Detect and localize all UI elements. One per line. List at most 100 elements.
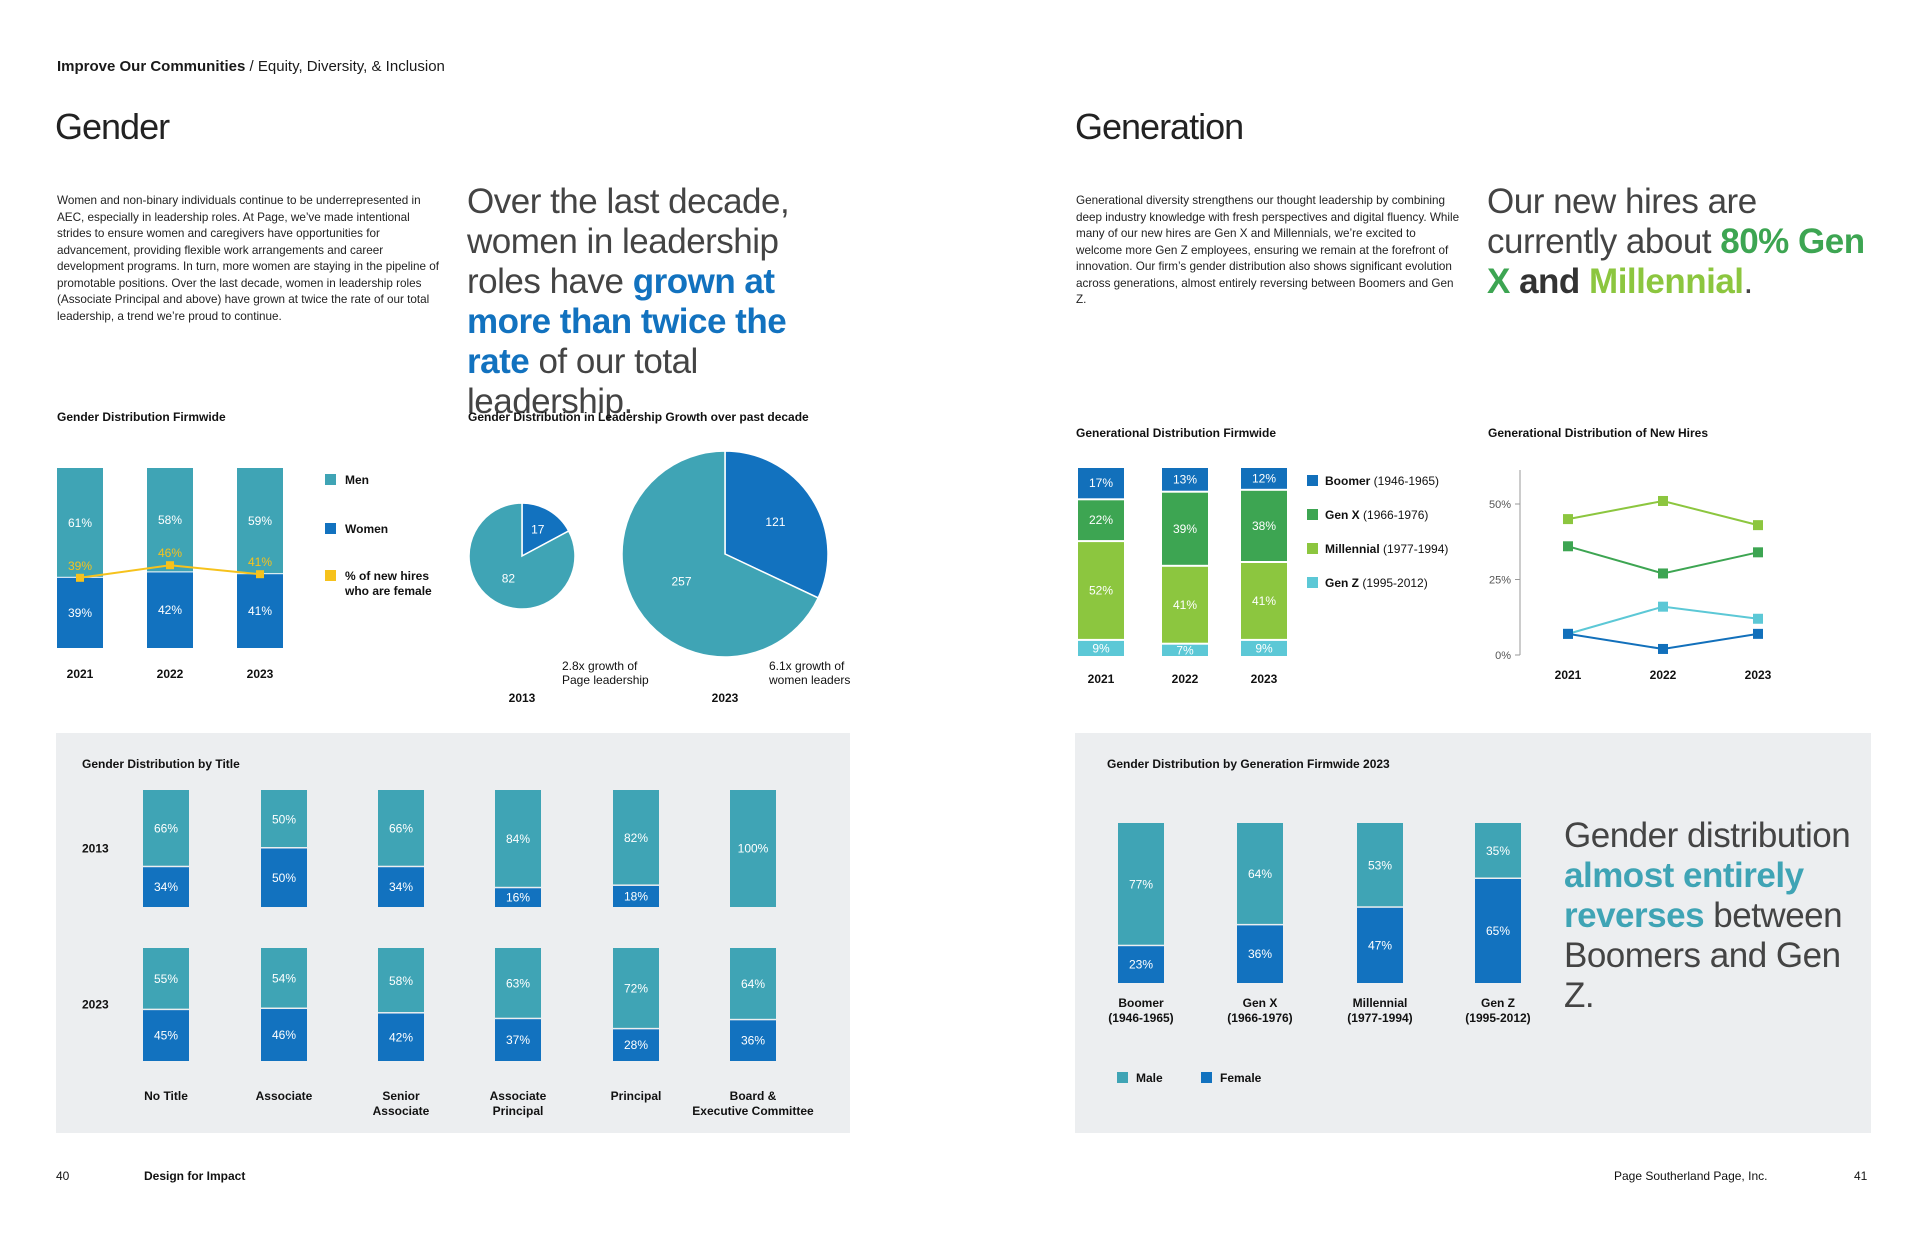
- breadcrumb-section: Improve Our Communities: [57, 58, 246, 75]
- men-bar: [261, 948, 307, 1008]
- genx-point: [1563, 541, 1573, 552]
- genz-point: [1658, 601, 1668, 612]
- category-label: No Title: [144, 1089, 188, 1103]
- women-value-label: 50%: [272, 871, 296, 885]
- category-label: Associate: [373, 1104, 430, 1118]
- men-value-label: 63%: [506, 977, 530, 991]
- gender-by-generation-chart: 77% 23% Boomer(1946-1965) 64% 36% Gen X(1966-…: [1108, 823, 1531, 1085]
- pie-year-label: 2013: [509, 691, 536, 705]
- women-value-label: 42%: [389, 1030, 413, 1044]
- legend-men-label: Men: [345, 473, 369, 487]
- female-bar: [1237, 925, 1283, 983]
- men-bar: [57, 468, 103, 577]
- women-bar: [495, 1019, 541, 1061]
- men-slice: [468, 502, 576, 610]
- gender-firmwide-chart: 61% 39% 2021 58% 42% 2022 59% 41% 2023 39% 46% 41% M…: [57, 468, 432, 681]
- genz-value-label: 9%: [1255, 641, 1273, 655]
- men-slice-label: 82: [502, 572, 516, 586]
- generation-body-text: Generational diversity strengthens our t…: [1076, 194, 1460, 306]
- women-bar: [613, 885, 659, 907]
- gender-pull-highlight: grown at more than twice the rate: [467, 262, 787, 381]
- gen-new-hires-chart: 0% 25% 50% 2021 2022 2023: [1489, 470, 1772, 682]
- genx-value-label: 39%: [1173, 522, 1197, 536]
- men-bar: [147, 468, 193, 572]
- breadcrumb-subsection: / Equity, Diversity, & Inclusion: [245, 58, 445, 75]
- men-bar: [613, 790, 659, 885]
- legend-hires-label: who are female: [344, 584, 432, 598]
- category-label: 2022: [157, 667, 184, 681]
- legend-hires-swatch: [325, 570, 336, 581]
- women-value-label: 36%: [741, 1034, 765, 1048]
- category-label: Senior: [382, 1089, 420, 1103]
- gender-by-title-title: Gender Distribution by Title: [82, 757, 240, 771]
- male-bar: [1237, 823, 1283, 924]
- genz-bar: [1241, 640, 1287, 656]
- women-value-label: 46%: [272, 1028, 296, 1042]
- gen-firmwide-title: Generational Distribution Firmwide: [1076, 426, 1277, 440]
- right-footer-title: Page Southerland Page, Inc.: [1614, 1169, 1768, 1183]
- men-bar: [378, 948, 424, 1013]
- women-bar: [143, 1010, 189, 1061]
- hires-value-label: 39%: [68, 559, 92, 573]
- gen-pull-and: and: [1509, 262, 1590, 301]
- legend-boomer-swatch: [1307, 475, 1318, 486]
- category-label: 2021: [1555, 668, 1582, 682]
- female-value-label: 47%: [1368, 938, 1392, 952]
- breadcrumb: Improve Our Communities / Equity, Divers…: [57, 58, 445, 75]
- generation-heading: Generation: [1075, 106, 1244, 147]
- gender-heading: Gender: [55, 106, 170, 147]
- men-bar: [261, 790, 307, 847]
- women-value-label: 39%: [68, 606, 92, 620]
- female-value-label: 23%: [1129, 958, 1153, 972]
- female-bar: [1357, 907, 1403, 983]
- women-bar: [143, 867, 189, 907]
- millennial-bar: [1162, 566, 1208, 643]
- male-value-label: 77%: [1129, 878, 1153, 892]
- legend-female-label: Female: [1220, 1071, 1262, 1085]
- legend-women-swatch: [325, 523, 336, 534]
- women-value-label: 34%: [154, 880, 178, 894]
- y-tick-label: 50%: [1489, 499, 1511, 511]
- genz-value-label: 7%: [1176, 643, 1194, 657]
- millennial-point: [1563, 514, 1573, 525]
- pie-year-label: 2023: [712, 691, 739, 705]
- category-label: 2023: [247, 667, 274, 681]
- millennial-value-label: 41%: [1173, 598, 1197, 612]
- genx-bar: [1241, 490, 1287, 561]
- gender-by-title-chart: 2013 66% 34% 50% 50% 66% 34% 84% 16% 82% 18% 100% 20…: [82, 790, 814, 1118]
- men-bar: [378, 790, 424, 866]
- category-label: 2022: [1650, 668, 1677, 682]
- women-value-label: 45%: [154, 1029, 178, 1043]
- men-value-label: 64%: [741, 977, 765, 991]
- women-bar: [378, 1013, 424, 1061]
- leadership-growth-title: Gender Distribution in Leadership Growth…: [468, 410, 809, 424]
- gender-by-generation-panel: [1075, 733, 1871, 1133]
- gender-pull-quote: Over the last decade, women in leadershi…: [467, 182, 847, 422]
- male-bar: [1475, 823, 1521, 878]
- boomer-value-label: 12%: [1252, 471, 1276, 485]
- genz-value-label: 9%: [1092, 641, 1110, 655]
- women-slice: [724, 450, 829, 599]
- men-slice-label: 257: [671, 575, 691, 589]
- legend-men-swatch: [325, 474, 336, 485]
- legend-male-swatch: [1117, 1072, 1128, 1083]
- growth-note: Page leadership: [562, 673, 649, 687]
- left-page-number: 40: [56, 1169, 70, 1183]
- women-value-label: 42%: [158, 603, 182, 617]
- hires-point: [256, 570, 264, 579]
- men-value-label: 54%: [272, 972, 296, 986]
- category-label: 2022: [1172, 672, 1199, 686]
- gen-pull-a: Our new hires are currently about: [1487, 182, 1757, 261]
- legend-millennial-label: Millennial (1977-1994): [1325, 542, 1448, 556]
- millennial-bar: [1078, 542, 1124, 639]
- male-bar: [1357, 823, 1403, 907]
- men-bar: [613, 948, 659, 1028]
- genx-point: [1753, 547, 1763, 558]
- women-bar: [495, 888, 541, 907]
- men-value-label: 82%: [624, 831, 648, 845]
- category-label: 2023: [1251, 672, 1278, 686]
- category-label: Associate: [256, 1089, 313, 1103]
- boomer-bar: [1078, 468, 1124, 499]
- genx-point: [1658, 568, 1668, 579]
- genx-bar: [1078, 500, 1124, 541]
